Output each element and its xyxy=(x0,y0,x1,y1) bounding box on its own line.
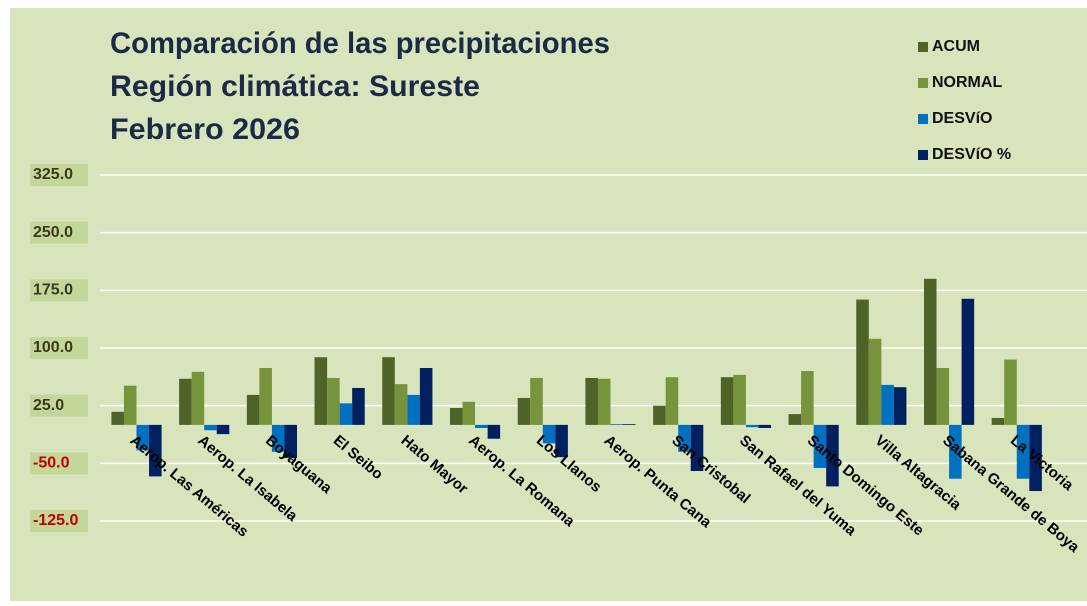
bar xyxy=(758,424,772,428)
bar xyxy=(517,397,531,425)
y-tick-label: 25.0 xyxy=(33,397,64,414)
bar xyxy=(745,424,759,428)
bar xyxy=(678,424,691,452)
bar xyxy=(690,424,704,472)
bar xyxy=(720,377,734,425)
legend-swatch xyxy=(918,114,928,124)
bar xyxy=(881,384,894,425)
y-tick-label-bg xyxy=(30,510,88,532)
bar xyxy=(179,378,192,425)
bar xyxy=(204,424,217,431)
bar xyxy=(111,411,124,425)
bar xyxy=(1016,424,1030,479)
y-tick-label-bg xyxy=(30,221,88,244)
bar xyxy=(893,387,907,425)
legend-swatch xyxy=(918,42,928,52)
y-tick-label-bg xyxy=(30,337,88,359)
bar xyxy=(826,424,839,487)
bar xyxy=(419,367,433,425)
bar xyxy=(653,405,666,425)
legend-swatch xyxy=(918,78,928,88)
bar xyxy=(813,424,827,468)
bar xyxy=(394,384,408,425)
bar xyxy=(462,401,476,425)
y-tick-label: -50.0 xyxy=(33,455,70,472)
bar xyxy=(801,371,814,425)
bar xyxy=(339,403,353,425)
chart-background xyxy=(10,8,1087,601)
legend-swatch xyxy=(918,150,928,160)
bar xyxy=(991,417,1005,425)
y-tick-label-bg xyxy=(30,452,88,475)
y-tick-label: -125.0 xyxy=(33,512,78,529)
legend-label: DESVíO xyxy=(932,110,992,127)
bar xyxy=(123,385,137,425)
bar xyxy=(597,378,611,425)
bar xyxy=(149,424,162,477)
y-tick-label-bg xyxy=(30,164,88,186)
bar xyxy=(216,424,230,435)
bar xyxy=(788,414,802,425)
legend-label: NORMAL xyxy=(932,74,1002,91)
legend-label: DESVíO % xyxy=(932,146,1011,163)
bar xyxy=(733,374,746,425)
bar xyxy=(949,424,962,479)
bar xyxy=(856,299,869,425)
legend-label: ACUM xyxy=(932,38,980,55)
bar xyxy=(665,377,679,425)
bar xyxy=(1004,359,1017,425)
bar xyxy=(382,357,395,425)
y-tick-label: 325.0 xyxy=(33,166,73,183)
chart-title: Comparación de las precipitaciones xyxy=(110,27,610,60)
y-tick-label: 100.0 xyxy=(33,339,73,356)
bar xyxy=(623,424,636,425)
chart-title: Región climática: Sureste xyxy=(110,70,480,103)
bar xyxy=(542,424,556,444)
bar xyxy=(259,367,272,425)
bar xyxy=(1029,424,1042,492)
bar xyxy=(487,424,501,439)
bar xyxy=(530,377,543,425)
bar xyxy=(407,394,420,425)
bar xyxy=(191,371,205,425)
bar xyxy=(555,424,568,458)
bar xyxy=(868,338,882,425)
bar xyxy=(936,367,950,425)
bar xyxy=(327,377,340,425)
bar xyxy=(314,357,328,425)
bar xyxy=(610,424,624,425)
bar xyxy=(585,377,598,425)
bar xyxy=(475,424,488,428)
y-tick-label-bg xyxy=(30,279,88,302)
bar xyxy=(246,394,260,425)
bar xyxy=(961,298,975,425)
bar xyxy=(136,424,150,451)
y-tick-label: 250.0 xyxy=(33,224,73,241)
y-tick-label: 175.0 xyxy=(33,282,73,299)
bar xyxy=(284,424,298,458)
bar xyxy=(352,387,365,425)
bar xyxy=(923,278,937,425)
bar xyxy=(449,407,463,425)
bar xyxy=(271,424,285,452)
y-tick-label-bg xyxy=(30,394,88,417)
chart-title: Febrero 2026 xyxy=(110,113,300,146)
